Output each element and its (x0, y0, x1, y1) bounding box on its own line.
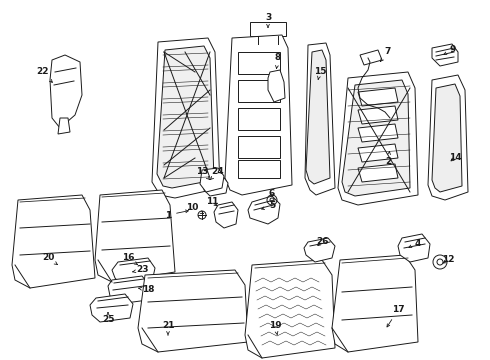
Polygon shape (90, 294, 133, 322)
Text: 20: 20 (42, 253, 57, 265)
Text: 15: 15 (314, 68, 326, 80)
Bar (238, 108, 280, 130)
Text: 25: 25 (102, 312, 114, 324)
Text: 16: 16 (122, 253, 137, 265)
Text: 5: 5 (262, 202, 275, 211)
Text: 21: 21 (162, 320, 174, 335)
Polygon shape (332, 255, 418, 352)
Text: 10: 10 (186, 202, 203, 214)
Bar (250, 22, 286, 36)
Polygon shape (204, 175, 228, 196)
Polygon shape (108, 276, 150, 304)
Polygon shape (138, 270, 248, 352)
Text: 7: 7 (380, 48, 391, 62)
Text: 4: 4 (409, 238, 421, 248)
Text: 12: 12 (442, 256, 454, 265)
Polygon shape (358, 106, 398, 124)
Text: 22: 22 (36, 68, 52, 82)
Polygon shape (305, 43, 335, 195)
Polygon shape (360, 50, 382, 65)
Polygon shape (214, 202, 238, 228)
Bar (238, 80, 280, 102)
Polygon shape (432, 44, 458, 66)
Text: 6: 6 (269, 189, 275, 198)
Polygon shape (338, 72, 418, 205)
Text: 17: 17 (387, 306, 404, 327)
Bar (238, 52, 280, 74)
Polygon shape (112, 258, 155, 286)
Polygon shape (12, 195, 95, 288)
Polygon shape (157, 46, 214, 188)
Polygon shape (358, 144, 398, 162)
Polygon shape (306, 50, 330, 184)
Polygon shape (248, 196, 280, 224)
Bar (238, 160, 280, 178)
Bar (238, 136, 280, 158)
Polygon shape (342, 80, 410, 196)
Text: 3: 3 (265, 13, 271, 27)
Text: 24: 24 (211, 167, 224, 180)
Text: 26: 26 (316, 238, 328, 247)
Polygon shape (358, 124, 398, 142)
Polygon shape (358, 88, 398, 106)
Polygon shape (428, 75, 468, 200)
Text: 13: 13 (196, 167, 210, 180)
Polygon shape (268, 70, 285, 102)
Text: 2: 2 (385, 152, 391, 166)
Text: 19: 19 (269, 320, 281, 335)
Polygon shape (95, 190, 175, 282)
Text: 11: 11 (206, 198, 218, 207)
Polygon shape (152, 38, 220, 198)
Text: 9: 9 (444, 45, 456, 55)
Text: 1: 1 (165, 210, 188, 220)
Polygon shape (358, 164, 398, 182)
Text: 18: 18 (139, 285, 154, 294)
Text: 23: 23 (133, 266, 148, 274)
Polygon shape (200, 168, 224, 192)
Polygon shape (304, 238, 335, 262)
Text: 8: 8 (275, 54, 281, 68)
Polygon shape (50, 55, 82, 128)
Polygon shape (245, 260, 335, 358)
Polygon shape (225, 35, 292, 195)
Polygon shape (432, 84, 462, 192)
Polygon shape (58, 118, 70, 134)
Polygon shape (398, 234, 430, 262)
Text: 14: 14 (449, 153, 461, 162)
